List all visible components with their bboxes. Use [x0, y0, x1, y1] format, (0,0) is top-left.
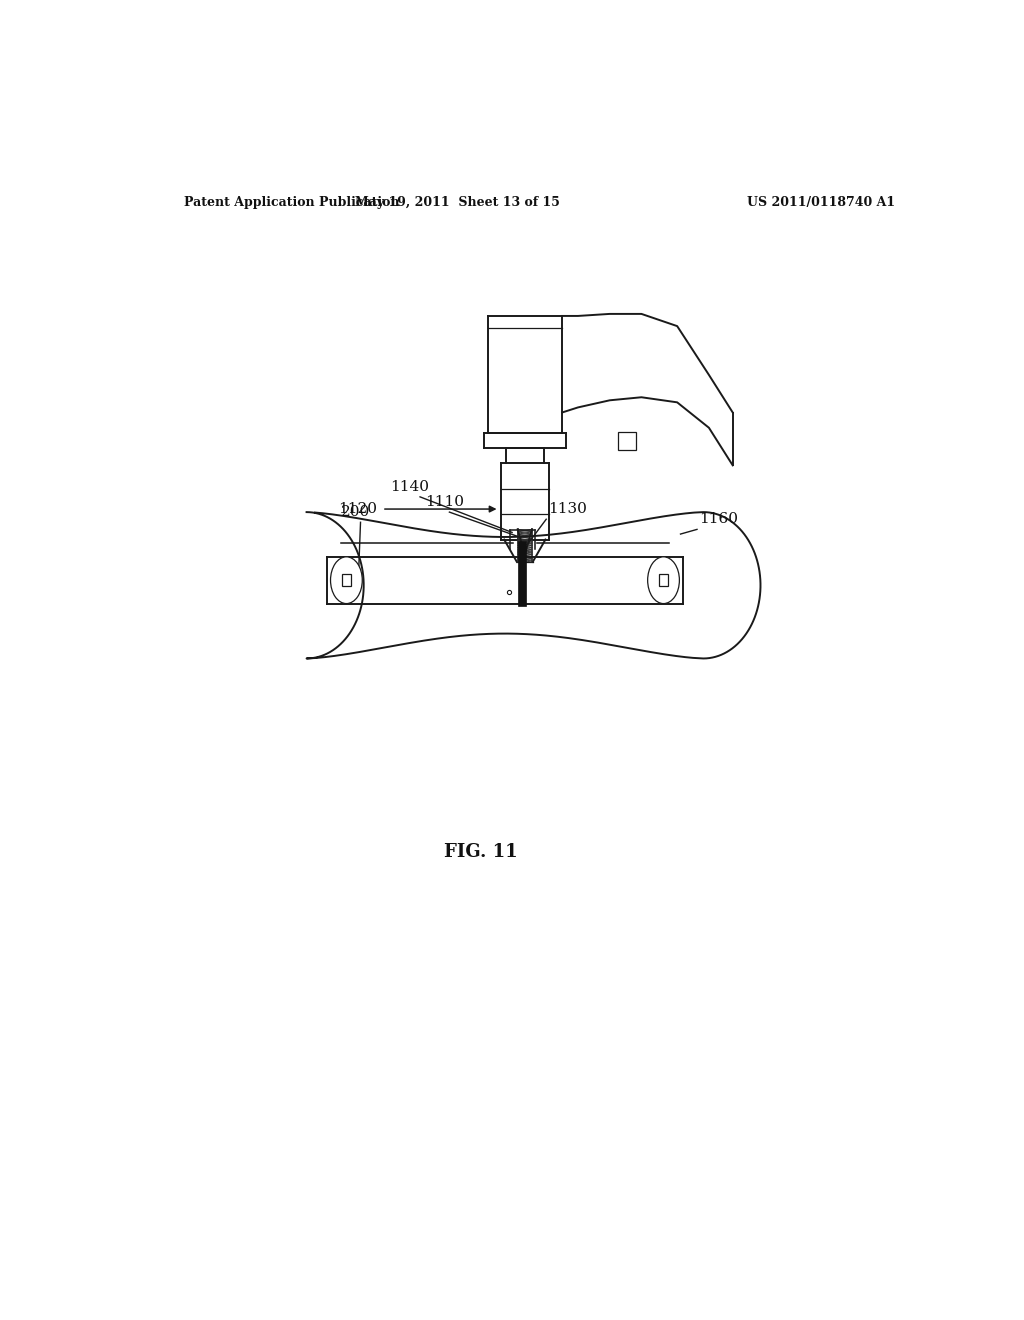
- Bar: [518, 541, 526, 606]
- Ellipse shape: [331, 557, 362, 603]
- Text: FIG. 11: FIG. 11: [444, 842, 518, 861]
- Text: 1160: 1160: [699, 512, 738, 527]
- Bar: [658, 574, 669, 586]
- Text: 1140: 1140: [390, 479, 429, 494]
- Text: May 19, 2011  Sheet 13 of 15: May 19, 2011 Sheet 13 of 15: [355, 195, 560, 209]
- Text: 1130: 1130: [549, 502, 588, 516]
- Text: US 2011/0118740 A1: US 2011/0118740 A1: [748, 195, 895, 209]
- Text: 200: 200: [341, 506, 370, 519]
- Text: 1110: 1110: [426, 495, 465, 510]
- Bar: [618, 432, 636, 450]
- Text: 1120: 1120: [338, 502, 377, 516]
- Bar: [342, 574, 351, 586]
- Ellipse shape: [647, 557, 679, 603]
- Text: Patent Application Publication: Patent Application Publication: [183, 195, 399, 209]
